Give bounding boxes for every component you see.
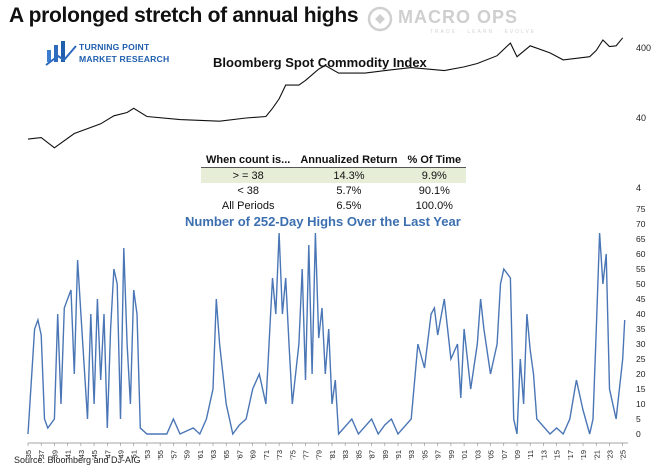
- x-tick-label: '11: [526, 450, 535, 459]
- x-tick-label: '49: [117, 450, 126, 460]
- x-tick-label: '05: [487, 450, 496, 460]
- x-tick-label: '09: [513, 450, 522, 460]
- x-tick-label: '97: [434, 450, 443, 460]
- highs-tick-label: 40: [636, 309, 646, 319]
- x-tick-label: '07: [500, 450, 509, 460]
- stats-cell: 14.3%: [295, 167, 403, 183]
- x-tick-label: '45: [90, 450, 99, 460]
- x-tick-label: '69: [249, 450, 258, 460]
- macro-ops-tagline: TRADE · LEARN · EVOLVE: [430, 29, 537, 35]
- stats-cell: 90.1%: [418, 184, 450, 197]
- stats-cell: < 38: [237, 184, 260, 197]
- stats-header-count: When count is...: [201, 153, 296, 168]
- highs-tick-label: 0: [636, 429, 641, 439]
- stats-cell: > = 38: [201, 167, 296, 183]
- highs-tick-label: 60: [636, 249, 646, 259]
- x-tick-label: '15: [553, 450, 562, 460]
- x-tick-label: '95: [420, 450, 429, 460]
- x-tick-label: '67: [235, 450, 244, 460]
- x-tick-label: '17: [566, 450, 575, 460]
- highs-tick-label: 55: [636, 264, 646, 274]
- x-tick-label: '85: [354, 450, 363, 460]
- turning-point-logo-text: TURNING POINT MARKET RESEARCH: [79, 41, 169, 65]
- macro-ops-logo-text: MACRO OPS: [398, 7, 519, 27]
- stats-cell: All Periods: [221, 199, 275, 212]
- stats-header-return: Annualized Return: [295, 153, 403, 168]
- stats-cell: 9.9%: [402, 167, 467, 183]
- source-note: Source: Bloomberg and DJ-AIG: [14, 455, 141, 465]
- x-tick-label: '99: [447, 450, 456, 460]
- x-tick-label: '65: [222, 450, 231, 460]
- highs-y-axis: 0 5 10 15 20 25 30 35 40 45 50 55 60 65 70 75: [636, 204, 646, 439]
- x-tick-label: '01: [460, 450, 469, 460]
- macro-ops-logo-icon: [367, 6, 393, 32]
- stats-table: When count is... Annualized Return % Of …: [201, 153, 467, 213]
- x-tick-label: '93: [407, 450, 416, 460]
- x-tick-label: '89: [381, 450, 390, 460]
- x-tick-label: '51: [130, 450, 139, 460]
- x-tick-label: '73: [275, 450, 284, 460]
- x-tick-label: '91: [394, 450, 403, 460]
- x-axis: '35 '37 '39 '41 '43 '45 '47 '49 '51 '53 '55 '57 '59 '…: [24, 443, 628, 460]
- x-tick-label: '77: [302, 450, 311, 460]
- x-tick-label: '79: [315, 450, 324, 460]
- highs-chart-title: Number of 252-Day Highs Over the Last Ye…: [185, 214, 461, 229]
- x-tick-label: '75: [288, 450, 297, 460]
- highs-tick-label: 25: [636, 354, 646, 364]
- x-tick-label: '81: [328, 450, 337, 460]
- x-tick-label: '25: [619, 450, 628, 460]
- table-row: < 38 5.7% 90.1%: [201, 183, 466, 198]
- index-tick-label: 4: [636, 183, 641, 193]
- x-tick-label: '13: [539, 450, 548, 460]
- x-tick-label: '21: [592, 450, 601, 460]
- x-tick-label: '39: [50, 450, 59, 460]
- highs-tick-label: 65: [636, 234, 646, 244]
- x-tick-label: '47: [103, 450, 112, 460]
- stats-header-time: % Of Time: [402, 153, 467, 168]
- highs-tick-label: 35: [636, 324, 646, 334]
- x-tick-label: '63: [209, 450, 218, 460]
- x-tick-label: '53: [143, 450, 152, 460]
- table-row: All Periods 6.5% 100.0%: [201, 198, 466, 213]
- highs-count-line: [27, 232, 626, 436]
- highs-tick-label: 10: [636, 399, 646, 409]
- stats-cell: 100.0%: [415, 199, 453, 212]
- index-tick-label: 400: [636, 43, 651, 53]
- stats-cell: 6.5%: [336, 199, 362, 212]
- x-tick-label: '03: [473, 450, 482, 460]
- highs-tick-label: 70: [636, 219, 646, 229]
- highs-tick-label: 15: [636, 384, 646, 394]
- x-tick-label: '43: [77, 450, 86, 460]
- turning-point-logo-icon: [45, 41, 77, 66]
- x-tick-label: '83: [341, 450, 350, 460]
- index-y-axis: 400 40 4: [636, 43, 651, 193]
- x-tick-label: '71: [262, 450, 271, 460]
- commodity-index-line: [27, 37, 624, 149]
- x-tick-label: '87: [368, 450, 377, 460]
- x-tick-label: '35: [24, 450, 33, 460]
- table-row: > = 38 14.3% 9.9%: [201, 167, 467, 183]
- stats-table-header-row: When count is... Annualized Return % Of …: [201, 153, 467, 168]
- index-chart-title: Bloomberg Spot Commodity Index: [213, 55, 427, 70]
- x-tick-label: '23: [605, 450, 614, 460]
- x-tick-label: '61: [196, 450, 205, 460]
- page-title: A prolonged stretch of annual highs: [9, 4, 359, 27]
- highs-tick-label: 45: [636, 294, 646, 304]
- x-tick-label: '41: [64, 450, 73, 460]
- tp-logo-line2: MARKET RESEARCH: [79, 54, 170, 64]
- x-tick-label: '57: [169, 450, 178, 460]
- highs-tick-label: 50: [636, 279, 646, 289]
- x-tick-label: '59: [183, 450, 192, 460]
- x-tick-label: '37: [37, 450, 46, 460]
- highs-tick-label: 75: [636, 204, 646, 214]
- x-tick-label: '19: [579, 450, 588, 460]
- x-tick-label: '55: [156, 450, 165, 460]
- stats-cell: 5.7%: [336, 184, 362, 197]
- highs-tick-label: 5: [636, 414, 641, 424]
- index-tick-label: 40: [636, 113, 646, 123]
- highs-tick-label: 30: [636, 339, 646, 349]
- tp-logo-line1: TURNING POINT: [79, 42, 150, 52]
- highs-tick-label: 20: [636, 369, 646, 379]
